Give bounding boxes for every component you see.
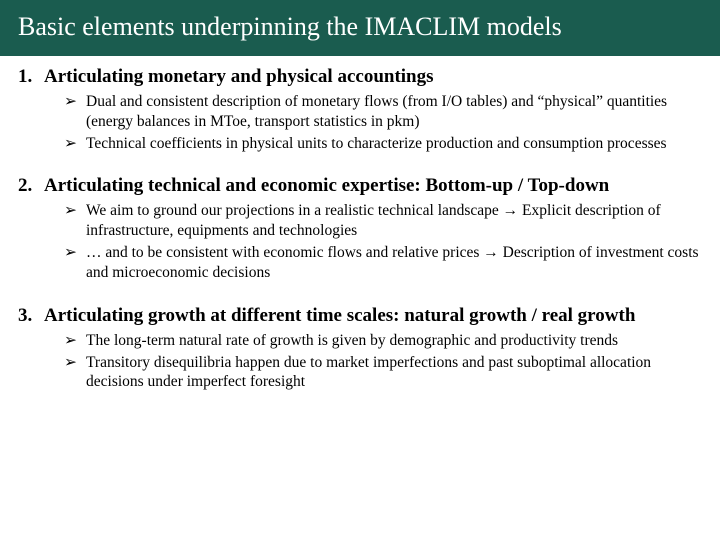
bullet-text: Dual and consistent description of monet… [86, 92, 702, 132]
bullet-text: … and to be consistent with economic flo… [86, 243, 702, 283]
section-2-number: 2. [18, 175, 44, 197]
bullet-text: We aim to ground our projections in a re… [86, 201, 702, 241]
section-1-title: Articulating monetary and physical accou… [44, 66, 702, 88]
section-3-bullets: ➢ The long-term natural rate of growth i… [18, 331, 702, 392]
list-item: ➢ The long-term natural rate of growth i… [64, 331, 702, 351]
bullet-arrow-icon: ➢ [64, 134, 86, 154]
bullet-arrow-icon: ➢ [64, 243, 86, 283]
section-2-bullets: ➢ We aim to ground our projections in a … [18, 201, 702, 282]
list-item: ➢ Transitory disequilibria happen due to… [64, 353, 702, 393]
bullet-arrow-icon: ➢ [64, 92, 86, 132]
section-3-heading: 3. Articulating growth at different time… [18, 305, 702, 327]
slide-content: 1. Articulating monetary and physical ac… [0, 56, 720, 392]
bullet-arrow-icon: ➢ [64, 201, 86, 241]
section-2-heading: 2. Articulating technical and economic e… [18, 175, 702, 197]
bullet-text: Transitory disequilibria happen due to m… [86, 353, 702, 393]
section-1-heading: 1. Articulating monetary and physical ac… [18, 66, 702, 88]
slide-title-bar: Basic elements underpinning the IMACLIM … [0, 0, 720, 56]
section-1-number: 1. [18, 66, 44, 88]
slide-title: Basic elements underpinning the IMACLIM … [18, 12, 562, 41]
section-3-title: Articulating growth at different time sc… [44, 305, 702, 327]
list-item: ➢ … and to be consistent with economic f… [64, 243, 702, 283]
section-1-bullets: ➢ Dual and consistent description of mon… [18, 92, 702, 153]
list-item: ➢ Dual and consistent description of mon… [64, 92, 702, 132]
list-item: ➢ Technical coefficients in physical uni… [64, 134, 702, 154]
section-1: 1. Articulating monetary and physical ac… [18, 66, 702, 153]
bullet-text: The long-term natural rate of growth is … [86, 331, 702, 351]
bullet-arrow-icon: ➢ [64, 353, 86, 393]
section-2-title: Articulating technical and economic expe… [44, 175, 702, 197]
bullet-text: Technical coefficients in physical units… [86, 134, 702, 154]
section-2: 2. Articulating technical and economic e… [18, 175, 702, 282]
list-item: ➢ We aim to ground our projections in a … [64, 201, 702, 241]
section-3-number: 3. [18, 305, 44, 327]
section-3: 3. Articulating growth at different time… [18, 305, 702, 392]
bullet-arrow-icon: ➢ [64, 331, 86, 351]
